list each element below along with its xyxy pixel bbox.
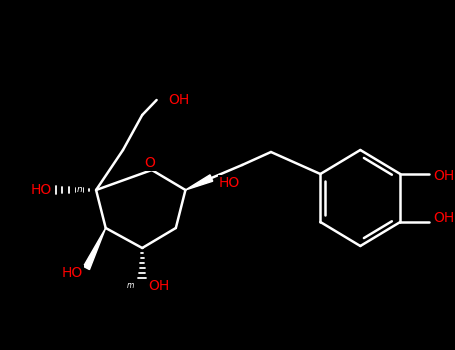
Text: HO: HO bbox=[30, 183, 52, 197]
Text: OH: OH bbox=[433, 211, 454, 225]
Text: m: m bbox=[127, 281, 135, 290]
Polygon shape bbox=[186, 175, 213, 190]
Text: O: O bbox=[144, 156, 155, 170]
Text: OH: OH bbox=[168, 93, 189, 107]
Text: OH: OH bbox=[433, 169, 454, 183]
Text: HO: HO bbox=[219, 176, 240, 190]
Text: OH: OH bbox=[148, 279, 169, 293]
Text: HO: HO bbox=[61, 266, 83, 280]
Text: n: n bbox=[77, 186, 83, 195]
Polygon shape bbox=[83, 228, 106, 270]
